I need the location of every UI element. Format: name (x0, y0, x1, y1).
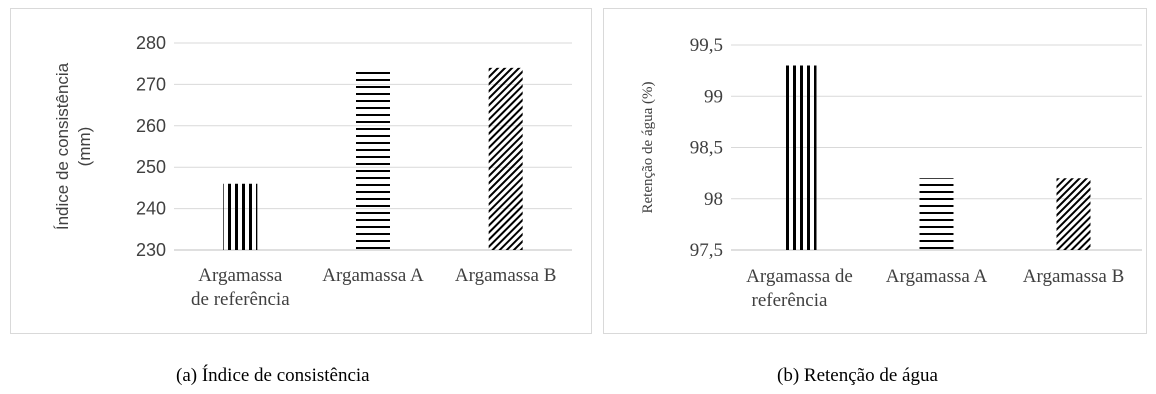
y-tick-label: 280 (136, 33, 166, 53)
bar (223, 183, 258, 250)
consistency-chart: 230 240 250 260 270 280 Argamassa de referência… (53, 33, 572, 310)
y-tick-label: 270 (136, 74, 166, 94)
bar (356, 71, 390, 250)
bar (488, 67, 523, 250)
caption-consistency: (a) Índice de consistência (176, 365, 370, 386)
x-tick-label: Argamassa A (322, 265, 424, 286)
y-tick-label: 98 (704, 189, 723, 210)
bar (782, 65, 817, 250)
y-tick-label: 99 (704, 86, 723, 107)
x-tick-label: Argamassa de (746, 266, 853, 287)
caption-water-retention: (b) Retenção de água (777, 365, 938, 386)
x-tick-label: Argamassa (198, 265, 283, 286)
y-tick-label: 230 (136, 240, 166, 260)
bar (1056, 178, 1091, 250)
x-tick-label: Argamassa B (1023, 266, 1125, 287)
chart-panel-consistency: 230 240 250 260 270 280 Argamassa de referência… (10, 8, 592, 334)
x-tick-label: Argamassa A (886, 266, 988, 287)
y-axis-label: Índice de consistência (53, 62, 72, 230)
y-axis-label: (mm) (75, 127, 94, 167)
water-retention-chart: 97,5 98 98,5 99 99,5 Argamassa de referência Ar… (640, 35, 1142, 311)
y-tick-label: 250 (136, 157, 166, 177)
y-tick-label: 98,5 (690, 138, 723, 159)
bar (919, 178, 954, 250)
y-tick-label: 97,5 (690, 240, 723, 261)
y-tick-label: 99,5 (690, 35, 723, 56)
y-axis-label: Retenção de água (%) (640, 81, 656, 213)
chart-panel-water-retention: 97,5 98 98,5 99 99,5 Argamassa de referência Ar… (603, 8, 1147, 334)
y-tick-label: 240 (136, 199, 166, 219)
x-tick-label: de referência (191, 289, 290, 310)
x-tick-label: Argamassa B (455, 265, 557, 286)
x-tick-label: referência (752, 290, 828, 311)
y-tick-label: 260 (136, 116, 166, 136)
